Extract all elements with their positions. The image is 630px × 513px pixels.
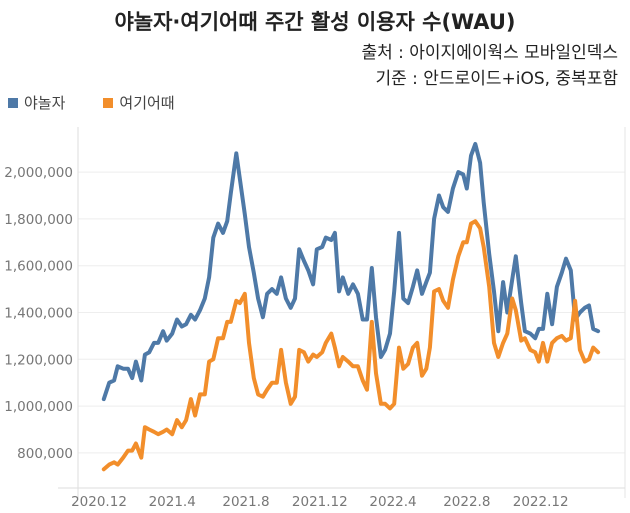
legend-swatch-yeogi: [103, 97, 114, 108]
y-tick-label: 2,000,000: [4, 165, 73, 181]
source-note: 출처 : 아이지에이웍스 모바일인덱스: [361, 43, 618, 63]
legend: 야놀자 여기어때: [8, 92, 175, 113]
x-tick-label: 2022.4: [369, 494, 416, 510]
y-tick-label: 1,800,000: [4, 212, 73, 228]
legend-swatch-yanolja: [8, 97, 18, 108]
y-tick-label: 800,000: [17, 446, 73, 462]
x-tick-label: 2022.8: [443, 494, 490, 510]
y-tick-label: 1,600,000: [4, 259, 73, 275]
y-tick-label: 1,000,000: [4, 399, 73, 415]
x-tick-label: 2022.12: [513, 494, 569, 510]
legend-label-yeogi: 여기어때: [119, 94, 175, 112]
series-line-yanolja: [101, 142, 601, 402]
x-tick-label: 2021.8: [222, 494, 269, 510]
basis-note: 기준 : 안드로이드+iOS, 중복포함: [375, 69, 618, 89]
chart-title: 야놀자·여기어때 주간 활성 이용자 수(WAU): [114, 10, 516, 34]
legend-item-yeogi: 여기어때: [103, 92, 175, 113]
x-tick-label: 2021.12: [292, 494, 348, 510]
x-tick-label: 2021.4: [149, 494, 196, 510]
legend-item-yanolja: 야놀자: [8, 92, 65, 113]
legend-label-yanolja: 야놀자: [24, 94, 66, 112]
series-line-yeogi: [101, 219, 601, 472]
y-tick-label: 1,400,000: [4, 306, 73, 322]
x-tick-label: 2020.12: [71, 494, 127, 510]
y-tick-label: 1,200,000: [4, 352, 73, 368]
